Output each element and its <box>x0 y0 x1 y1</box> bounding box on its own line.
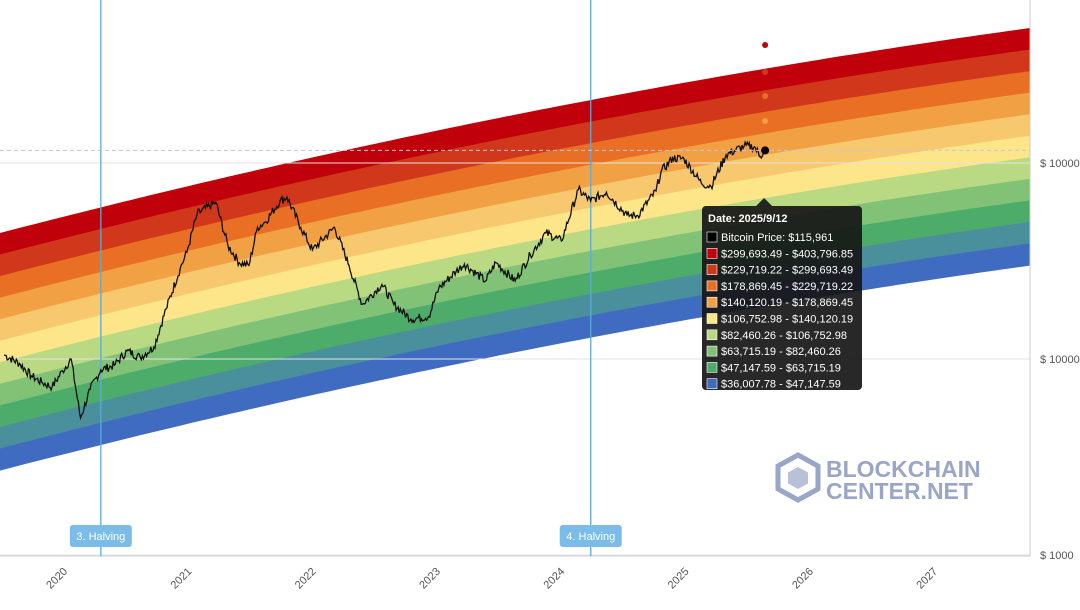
tooltip-swatch-4 <box>706 296 718 308</box>
band-4 <box>0 114 1030 342</box>
price-layer <box>0 42 1030 421</box>
tooltip-swatch-1 <box>706 248 718 259</box>
tooltip-row-0: Bitcoin Price: $115,961 <box>721 232 833 244</box>
halving-label-text-4: 4. Halving <box>566 531 615 543</box>
tooltip-swatch-7 <box>706 345 718 357</box>
tooltip-row-7: $63,715.19 - $82,460.26 <box>721 346 841 358</box>
watermark-logo-icon <box>775 452 821 503</box>
x-tick-label-6: 2026 <box>790 566 816 592</box>
halving-lines: 3. Halving 4. Halving <box>69 0 622 556</box>
tooltip: Date: 2025/9/12 Bitcoin Price: $115,961 $2… <box>702 198 862 391</box>
tooltip-row-6: $82,460.26 - $106,752.98 <box>721 330 847 342</box>
y-tick-label-1: $ 10000 <box>1040 354 1080 366</box>
tooltip-row-3: $178,869.45 - $229,719.22 <box>721 281 853 293</box>
watermark: BLOCKCHAIN CENTER.NET <box>775 452 981 504</box>
y-tick-label-2: $ 1000 <box>1040 550 1074 562</box>
tooltip-row-1: $299,693.49 - $403,796.85 <box>721 248 853 260</box>
x-tick-label-4: 2024 <box>542 566 568 592</box>
tooltip-box <box>702 206 862 390</box>
x-tick-label-1: 2021 <box>169 566 195 592</box>
y-tick-label-0: $ 100000 <box>1040 158 1080 170</box>
band-marker-0 <box>762 42 769 48</box>
x-axis: 2020 2021 2022 2023 2024 2025 2026 2027 <box>44 566 940 592</box>
tooltip-swatch-9 <box>706 378 718 390</box>
halving-label-4: 4. Halving <box>559 525 622 547</box>
tooltip-swatch-8 <box>706 362 718 373</box>
watermark-line2: CENTER.NET <box>826 478 973 504</box>
band-3 <box>0 92 1030 320</box>
tooltip-swatch-0 <box>706 231 718 243</box>
price-marker <box>761 146 770 155</box>
tooltip-pointer <box>756 198 773 206</box>
band-marker-3 <box>762 118 769 124</box>
tooltip-date: Date: 2025/9/12 <box>708 213 788 225</box>
tooltip-swatch-3 <box>706 280 718 292</box>
band-marker-2 <box>762 93 769 99</box>
band-1 <box>0 49 1030 277</box>
band-0 <box>0 28 1030 256</box>
x-tick-label-2: 2022 <box>293 566 319 592</box>
band-marker-1 <box>762 69 769 75</box>
rainbow-bands <box>0 28 1030 471</box>
x-tick-label-5: 2025 <box>666 566 692 592</box>
tooltip-row-2: $229,719.22 - $299,693.49 <box>721 265 853 277</box>
band-2 <box>0 71 1030 299</box>
band-5 <box>0 135 1030 363</box>
halving-label-text-3: 3. Halving <box>76 531 125 543</box>
tooltip-row-8: $47,147.59 - $63,715.19 <box>721 362 841 374</box>
tooltip-row-4: $140,120.19 - $178,869.45 <box>721 297 853 309</box>
x-tick-label-3: 2023 <box>417 566 443 592</box>
x-tick-label-7: 2027 <box>914 566 940 592</box>
tooltip-swatch-5 <box>706 313 718 324</box>
tooltip-swatch-2 <box>706 264 718 275</box>
x-tick-label-0: 2020 <box>44 566 70 592</box>
price-line <box>3 140 765 421</box>
halving-label-3: 3. Halving <box>69 525 132 547</box>
y-axis: $ 100000 $ 10000 $ 1000 <box>1040 158 1080 562</box>
watermark-line1: BLOCKCHAIN <box>826 456 981 482</box>
tooltip-row-5: $106,752.98 - $140,120.19 <box>721 314 853 326</box>
tooltip-swatch-6 <box>706 329 718 341</box>
tooltip-row-9: $36,007.78 - $47,147.59 <box>721 379 841 391</box>
